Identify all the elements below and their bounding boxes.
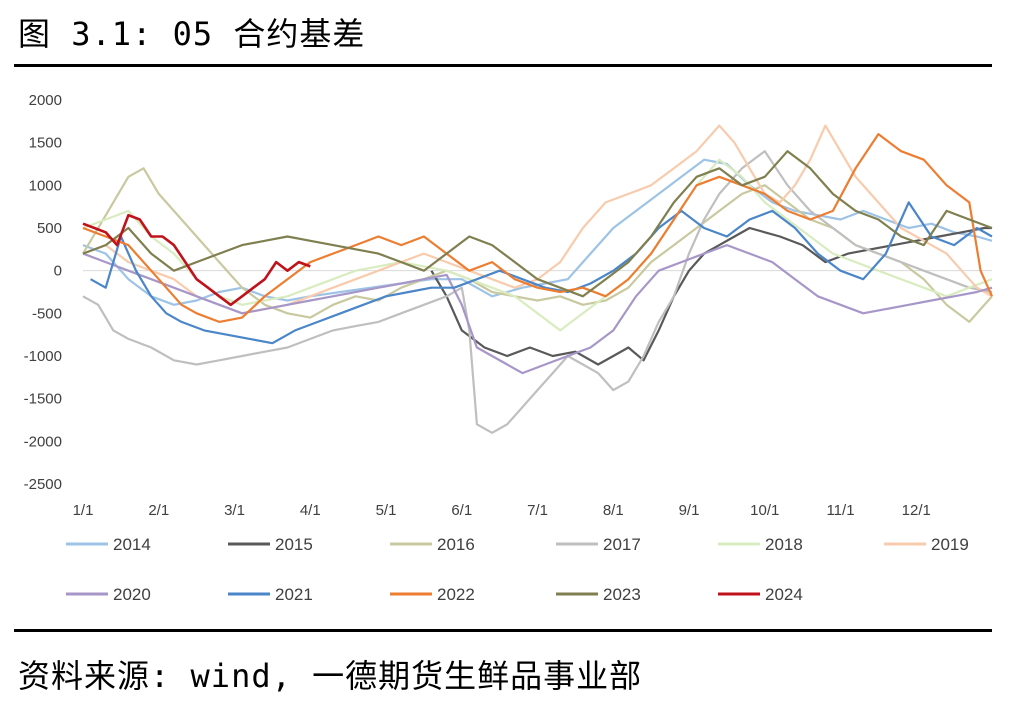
x-tick-label: 4/1 [300, 502, 321, 519]
legend-label-2022: 2022 [437, 585, 475, 604]
y-tick-label: 1500 [29, 135, 62, 152]
y-tick-label: 2000 [29, 92, 62, 109]
y-tick-label: -1000 [24, 348, 62, 365]
y-axis-ticks: 2000 1500 1000 500 0 -500 -1000 -1500 -2000 -2500 [24, 92, 62, 493]
y-tick-label: 1000 [29, 177, 62, 194]
legend-label-2018: 2018 [765, 535, 803, 554]
legend-label-2015: 2015 [275, 535, 313, 554]
legend-label-2019: 2019 [931, 535, 969, 554]
source-note: 资料来源: wind, 一德期货生鲜品事业部 [18, 657, 643, 695]
x-tick-label: 3/1 [224, 502, 245, 519]
top-rule [14, 64, 992, 67]
series-line-2014 [82, 158, 993, 306]
y-tick-label: -2500 [24, 476, 62, 493]
legend-label-2017: 2017 [603, 535, 641, 554]
legend-label-2016: 2016 [437, 535, 475, 554]
legend-label-2020: 2020 [113, 585, 151, 604]
legend: 2014 2015 2016 2017 2018 2019 2020 2021 2022 2023… [66, 535, 969, 604]
legend-label-2023: 2023 [603, 585, 641, 604]
x-tick-label: 8/1 [603, 502, 624, 519]
y-tick-label: -1500 [24, 391, 62, 408]
x-tick-label: 10/1 [750, 502, 779, 519]
chart: 2000 1500 1000 500 0 -500 -1000 -1500 -2000 -2500… [24, 92, 994, 604]
y-tick-label: -500 [32, 305, 62, 322]
x-tick-label: 5/1 [376, 502, 397, 519]
series-line-2022 [82, 132, 994, 323]
y-tick-label: 0 [54, 263, 62, 280]
x-tick-label: 1/1 [73, 502, 94, 519]
legend-label-2021: 2021 [275, 585, 313, 604]
x-tick-label: 9/1 [679, 502, 700, 519]
y-tick-label: 500 [37, 220, 62, 237]
series-line-2020 [82, 244, 993, 375]
series-line-2021 [90, 201, 993, 345]
y-tick-label: -2000 [24, 433, 62, 450]
series-line-2017 [82, 150, 993, 434]
series-lines [82, 124, 994, 434]
x-tick-label: 2/1 [148, 502, 169, 519]
x-axis-ticks: 1/1 2/1 3/1 4/1 5/1 6/1 7/1 8/1 9/1 10/1 11/1 12/1 [73, 502, 931, 519]
x-tick-label: 7/1 [527, 502, 548, 519]
legend-label-2014: 2014 [113, 535, 151, 554]
x-tick-label: 12/1 [902, 502, 931, 519]
x-tick-label: 6/1 [451, 502, 472, 519]
series-line-2024 [82, 213, 311, 307]
figure-title: 图 3.1: 05 合约基差 [18, 15, 366, 53]
series-line-2023 [82, 150, 993, 298]
x-tick-label: 11/1 [826, 502, 854, 519]
legend-label-2024: 2024 [765, 585, 803, 604]
bottom-rule [14, 629, 992, 632]
